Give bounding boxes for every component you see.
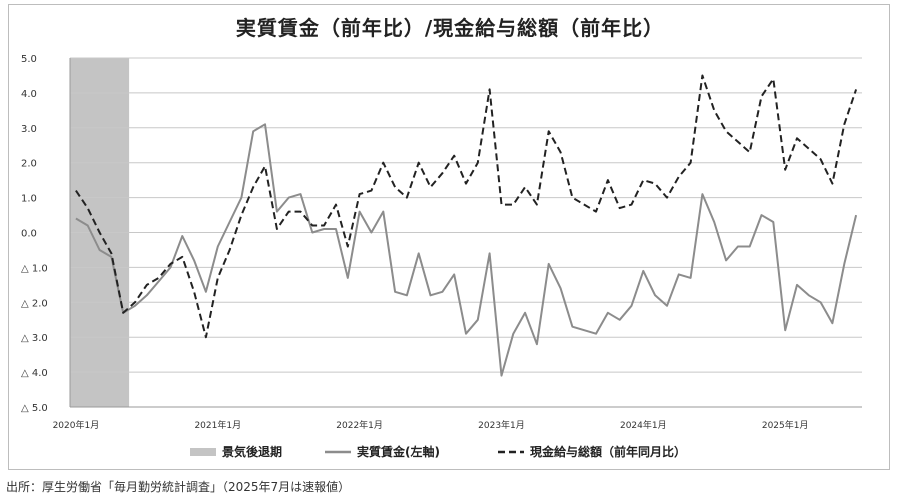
x-tick-label: 2025年1月 bbox=[762, 419, 809, 431]
series-line-real-wage bbox=[75, 123, 858, 377]
y-tick-label: △ 4.0 bbox=[21, 368, 48, 379]
chart-frame bbox=[8, 4, 890, 470]
y-tick-label: 2.0 bbox=[21, 159, 37, 170]
x-tick-label: 2020年1月 bbox=[53, 419, 100, 431]
legend-label: 景気後退期 bbox=[222, 444, 282, 459]
y-tick-label: △ 1.0 bbox=[21, 263, 48, 274]
y-tick-label: △ 5.0 bbox=[21, 403, 48, 414]
y-tick-label: 5.0 bbox=[21, 54, 37, 65]
x-tick-label: 2021年1月 bbox=[194, 419, 241, 431]
legend-label: 実質賃金(左軸) bbox=[357, 444, 440, 459]
legend-swatch-recession bbox=[190, 448, 216, 456]
y-tick-label: 3.0 bbox=[21, 124, 37, 135]
chart-canvas: 5.0 4.0 3.0 2.0 1.0 0.0 △ 1.0 △ 2.0 △ 3.0 △ 4.0 △ … bbox=[21, 54, 862, 459]
y-tick-label: △ 3.0 bbox=[21, 333, 48, 344]
chart-title: 実質賃金（前年比）/現金給与総額（前年比） bbox=[235, 16, 665, 40]
y-tick-label: 4.0 bbox=[21, 89, 37, 100]
x-tick-label: 2023年1月 bbox=[478, 419, 525, 431]
y-tick-label: △ 2.0 bbox=[21, 298, 48, 309]
y-tick-label: 0.0 bbox=[21, 229, 37, 240]
legend-label: 現金給与総額（前年同月比） bbox=[530, 444, 686, 459]
source-note: 出所：厚生労働省「毎月勤労統計調査」（2025年7月は速報値） bbox=[6, 480, 351, 494]
y-tick-label: 1.0 bbox=[21, 194, 37, 205]
x-tick-label: 2024年1月 bbox=[620, 419, 667, 431]
x-tick-label: 2022年1月 bbox=[336, 419, 383, 431]
series-line-total-cash bbox=[75, 74, 858, 339]
